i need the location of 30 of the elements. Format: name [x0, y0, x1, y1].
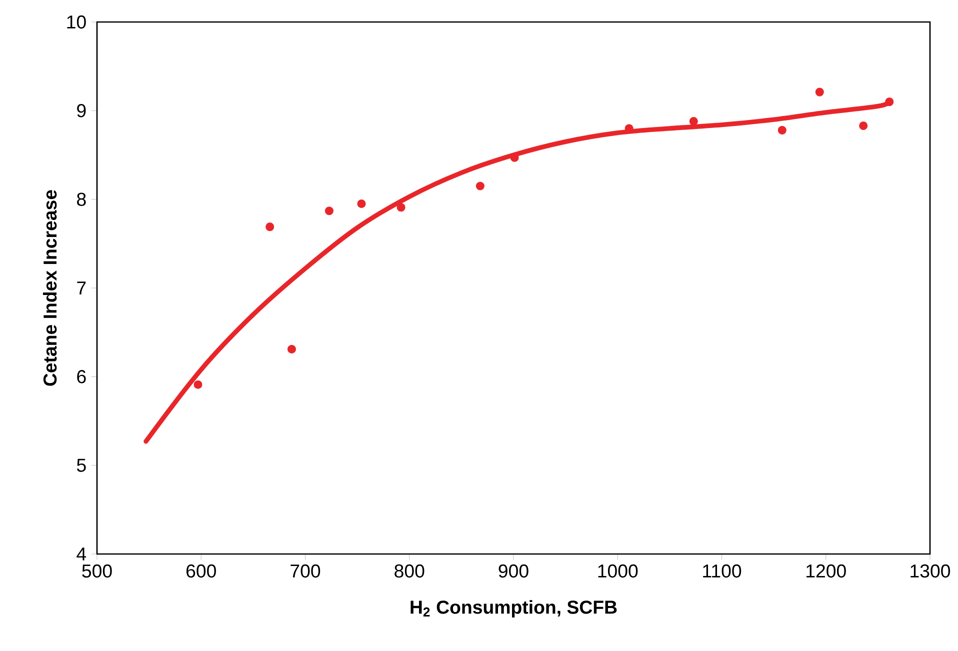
y-tick-label: 6	[77, 370, 86, 384]
x-tick-label: 1000	[598, 564, 638, 578]
y-axis-title: Cetane Index Increase	[42, 190, 57, 386]
x-tick-label: 1300	[910, 564, 950, 578]
x-tick-label: 700	[290, 564, 320, 578]
y-tick-label: 9	[77, 104, 86, 118]
x-tick-label: 800	[394, 564, 424, 578]
x-tick-label: 600	[186, 564, 216, 578]
y-tick-label: 10	[67, 15, 86, 29]
point	[476, 182, 484, 190]
point	[266, 222, 274, 232]
x-tick-label: 1200	[806, 564, 846, 578]
y-tick-label: 7	[77, 282, 86, 294]
point	[357, 200, 366, 208]
point	[859, 121, 868, 130]
x-axis-title: H$_{2}$ Consumption, SCFB	[410, 600, 617, 618]
point	[815, 88, 824, 96]
point	[689, 117, 698, 126]
x-tick-label: 900	[498, 564, 528, 578]
point	[287, 344, 296, 354]
point	[194, 380, 202, 389]
point	[324, 206, 334, 216]
point	[885, 98, 894, 106]
x-tick-label: 500	[82, 564, 112, 578]
y-tick-label: 8	[77, 192, 86, 206]
y-tick-label: 4	[76, 548, 86, 560]
point	[396, 203, 406, 212]
y-tick-label: 5	[76, 458, 86, 472]
x-tick-label: 1100	[703, 564, 742, 578]
point	[778, 126, 786, 134]
